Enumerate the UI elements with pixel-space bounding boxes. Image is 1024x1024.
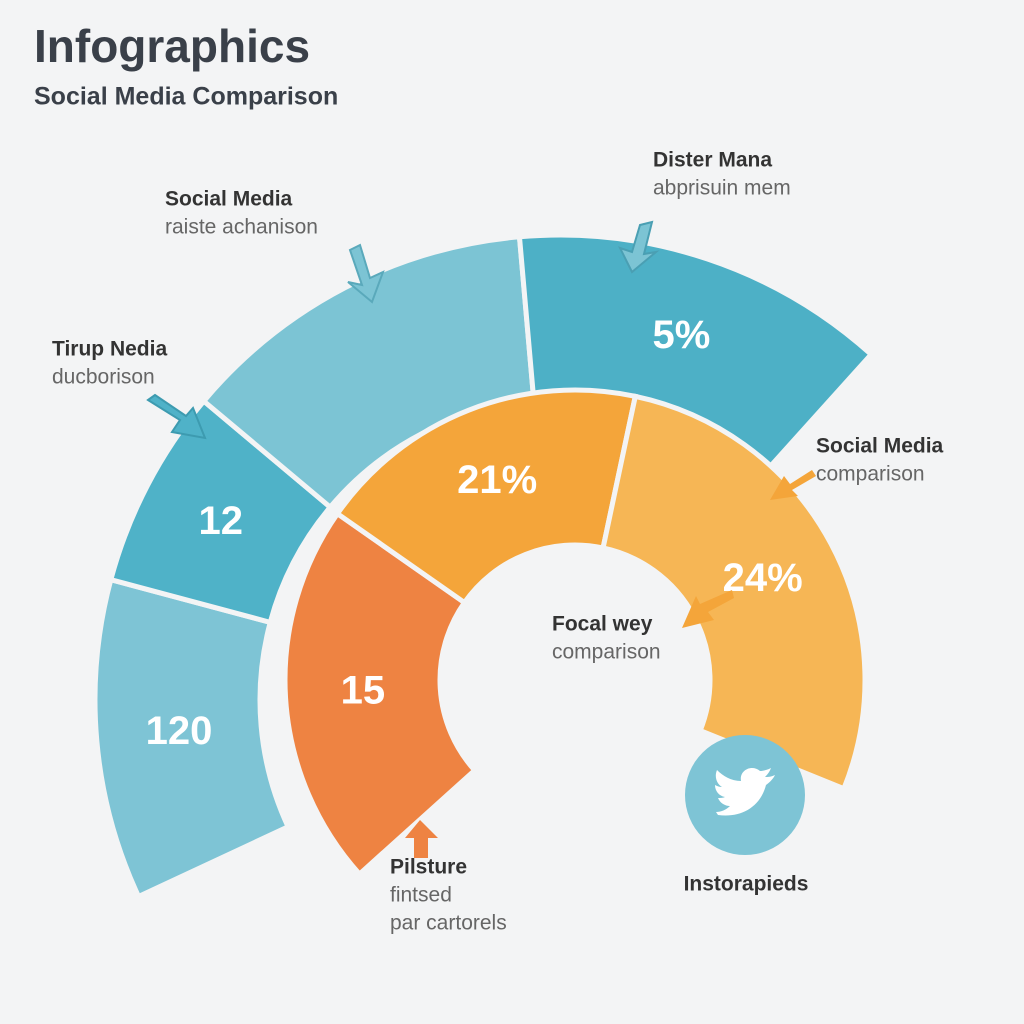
subtitle: Social Media Comparison [34, 83, 338, 111]
segment-label: 21% [457, 458, 537, 502]
twitter-icon [685, 735, 805, 855]
segment-label: 12 [198, 499, 243, 543]
callout-text: ducborison [52, 366, 155, 389]
callout-text: comparison [816, 463, 925, 486]
arrows [146, 220, 816, 858]
callout-title: Dister Mana [653, 149, 772, 172]
rings: 120 12 5% 15 21% 24% [92, 232, 875, 900]
segment-label: 120 [146, 709, 213, 753]
callout-title: Instorapieds [684, 873, 809, 896]
callout-title: Social Media [816, 435, 944, 458]
segment-label: 5% [652, 313, 710, 357]
callouts: Social Media raiste achanison Dister Mana a… [52, 149, 944, 935]
callout-title: Social Media [165, 188, 293, 211]
segment [333, 387, 639, 607]
callout-title: Focal wey [552, 613, 653, 636]
callout-text: raiste achanison [165, 216, 318, 239]
segment [282, 510, 479, 878]
segment [600, 393, 868, 792]
callout-title: Pilsture [390, 856, 467, 879]
segment-label: 15 [341, 669, 386, 713]
callout-text: par cartorels [390, 912, 507, 935]
segment-label: 24% [723, 556, 803, 600]
title: Infographics [34, 20, 310, 72]
callout-title: Tirup Nedia [52, 338, 167, 361]
callout-text: comparison [552, 641, 661, 664]
callout-text: abprisuin mem [653, 177, 791, 200]
callout-text: fintsed [390, 884, 452, 907]
